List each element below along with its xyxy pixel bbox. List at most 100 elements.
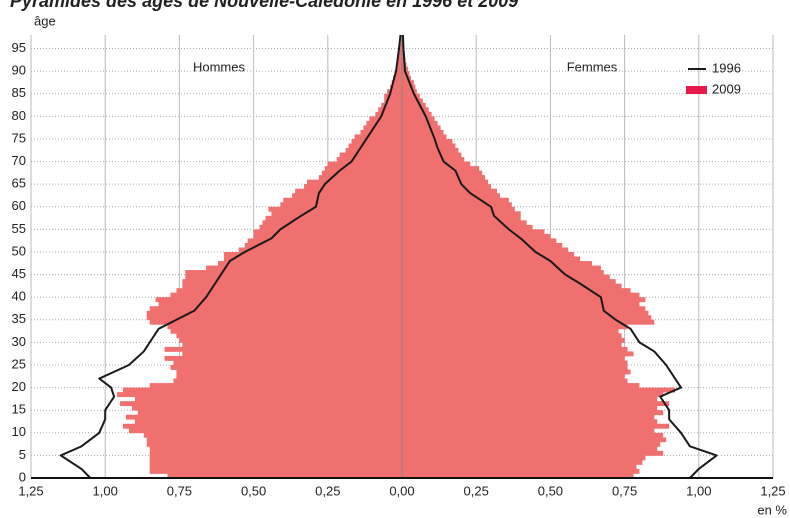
bar: [402, 265, 601, 271]
y-tick-label: 55: [12, 221, 26, 236]
bar: [217, 261, 402, 266]
legend-swatch: [686, 86, 707, 94]
bar: [402, 161, 471, 167]
bar: [402, 134, 447, 140]
bar: [391, 80, 402, 86]
bar: [253, 233, 402, 239]
bar: [402, 324, 628, 330]
bar: [397, 62, 402, 68]
bar: [134, 396, 402, 402]
bar: [149, 450, 402, 456]
bar: [402, 152, 462, 158]
bar: [223, 256, 402, 262]
bar: [117, 392, 403, 398]
bar: [149, 455, 402, 461]
line: [59, 34, 402, 479]
x-tick-label: 0,25: [315, 483, 340, 498]
bar: [402, 387, 676, 393]
bar: [402, 292, 640, 298]
bar: [402, 193, 500, 199]
bar: [399, 48, 402, 54]
legend-label: 2009: [712, 81, 741, 96]
bar: [402, 84, 416, 90]
x-tick-label: 0,75: [167, 483, 192, 498]
bar: [402, 220, 527, 226]
bar: [402, 170, 483, 176]
bar: [336, 157, 402, 162]
bar: [402, 360, 628, 366]
y-tick-label: 95: [12, 40, 26, 55]
y-tick-label: 0: [19, 469, 26, 484]
bar: [402, 455, 646, 461]
bar: [363, 125, 402, 131]
bar: [402, 301, 640, 307]
bar: [402, 459, 643, 465]
bar: [384, 93, 402, 99]
bar: [402, 346, 628, 352]
y-tick-label: 25: [12, 356, 26, 371]
bar: [402, 450, 664, 456]
y-tick-label: 45: [12, 266, 26, 281]
legend-label: 1996: [712, 60, 741, 75]
x-tick-label: 0,75: [612, 483, 637, 498]
bar: [304, 184, 402, 190]
bar: [149, 319, 402, 325]
right-label: Femmes: [567, 59, 618, 74]
bar: [339, 152, 402, 158]
bar: [402, 423, 670, 429]
x-tick-label: 1,00: [686, 483, 711, 498]
bar: [402, 319, 655, 325]
bar: [402, 428, 655, 434]
y-tick-label: 60: [12, 198, 26, 213]
bar: [348, 143, 402, 149]
bar: [400, 44, 402, 49]
bar: [149, 468, 402, 474]
bar: [402, 283, 622, 289]
bar: [170, 292, 402, 298]
bar: [402, 102, 426, 108]
bar: [402, 374, 625, 379]
bar: [164, 355, 402, 361]
bar: [265, 215, 402, 221]
bar: [402, 157, 465, 162]
bar: [176, 333, 402, 339]
bar: [402, 383, 640, 388]
bar: [149, 464, 402, 470]
x-tick-label: 0,50: [241, 483, 266, 498]
y-tick-label: 70: [12, 153, 26, 168]
bar: [402, 441, 661, 447]
bar: [402, 328, 619, 334]
bar: [402, 120, 438, 126]
bar: [402, 238, 557, 244]
x-tick-label: 1,00: [93, 483, 118, 498]
bar: [179, 337, 402, 343]
bar: [182, 283, 402, 289]
bar: [182, 342, 402, 348]
bar: [402, 89, 417, 95]
bar: [402, 116, 435, 122]
bar: [206, 265, 402, 271]
bar: [402, 337, 625, 343]
bar: [402, 211, 521, 217]
bar: [402, 279, 616, 285]
bar: [402, 242, 563, 248]
bar: [402, 468, 640, 474]
bar: [271, 211, 402, 217]
bar: [402, 342, 622, 348]
x-tick-label: 1,25: [18, 483, 43, 498]
bar: [402, 392, 664, 398]
bar: [280, 202, 402, 208]
bar: [375, 111, 402, 117]
bar: [402, 464, 637, 470]
bar: [402, 166, 480, 172]
bar: [321, 170, 402, 176]
chart-title: Pyramides des âges de Nouvelle-Calédonie…: [10, 0, 518, 11]
bar: [173, 378, 402, 384]
bar: [402, 256, 581, 262]
bar: [167, 473, 402, 479]
bar: [402, 247, 569, 253]
bar: [402, 437, 667, 443]
bar: [176, 288, 402, 294]
bar: [182, 351, 402, 357]
bar: [176, 369, 402, 375]
